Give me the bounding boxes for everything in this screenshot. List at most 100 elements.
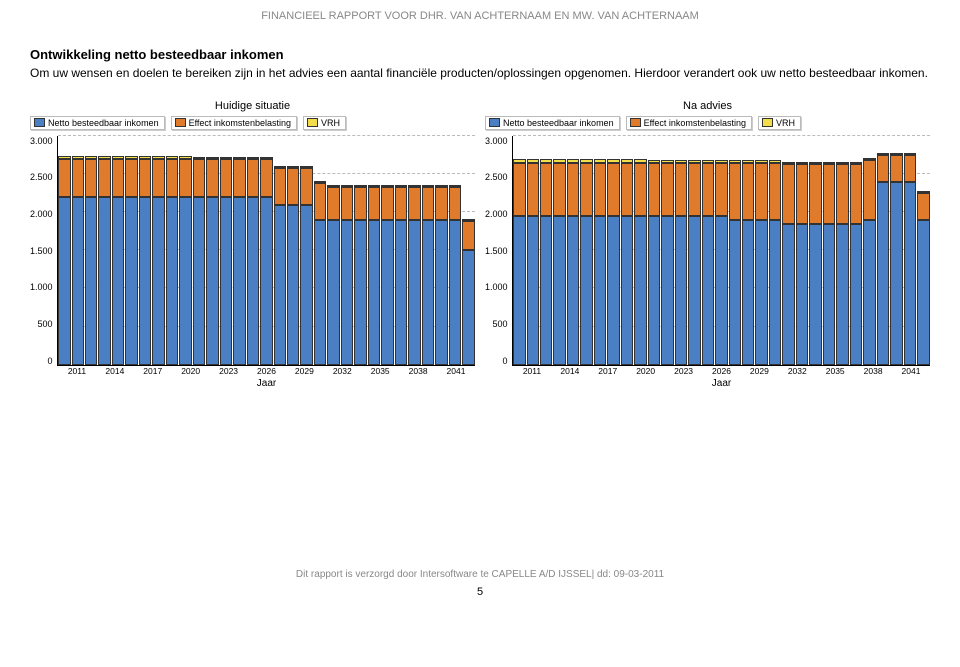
bar: [192, 136, 205, 365]
legend: Netto besteedbaar inkomen Effect inkomste…: [30, 116, 475, 130]
seg-netto: [58, 197, 70, 365]
seg-netto: [381, 220, 393, 365]
y-axis: 05001.0001.5002.0002.5003.000: [30, 136, 57, 366]
y-tick: 2.500: [30, 172, 53, 182]
x-tick: 2014: [551, 366, 589, 376]
x-axis: 2011201420172020202320262029203220352038…: [513, 366, 930, 376]
plot-wrap: 05001.0001.5002.0002.5003.000: [30, 136, 475, 366]
seg-netto: [462, 250, 474, 365]
bar: [661, 136, 674, 365]
seg-effect: [125, 159, 137, 197]
x-tick: 2035: [816, 366, 854, 376]
bar: [863, 136, 876, 365]
bar: [138, 136, 151, 365]
legend-swatch: [489, 118, 500, 127]
seg-effect: [462, 221, 474, 250]
seg-effect: [715, 163, 727, 216]
x-tick: 2023: [665, 366, 703, 376]
bar: [634, 136, 647, 365]
legend-item: Effect inkomstenbelasting: [171, 116, 297, 130]
legend-label: Effect inkomstenbelasting: [189, 118, 291, 128]
seg-effect: [300, 168, 312, 205]
bars-container: [58, 136, 475, 365]
seg-netto: [796, 224, 808, 365]
seg-netto: [675, 216, 687, 365]
seg-netto: [850, 224, 862, 365]
seg-netto: [729, 220, 741, 365]
bar: [836, 136, 849, 365]
seg-effect: [836, 164, 848, 224]
seg-effect: [408, 187, 420, 220]
plot-area: [512, 136, 930, 366]
bar: [354, 136, 367, 365]
seg-netto: [300, 205, 312, 365]
seg-effect: [233, 159, 245, 197]
y-tick: 1.000: [485, 282, 508, 292]
bars-container: [513, 136, 930, 365]
legend-swatch: [34, 118, 45, 127]
seg-netto: [715, 216, 727, 365]
legend-label: Netto besteedbaar inkomen: [48, 118, 159, 128]
seg-netto: [125, 197, 137, 365]
bar: [755, 136, 768, 365]
bar: [513, 136, 526, 365]
y-tick: 500: [30, 319, 53, 329]
page-footer: Dit rapport is verzorgd door Intersoftwa…: [30, 569, 930, 598]
bar: [233, 136, 246, 365]
seg-netto: [634, 216, 646, 365]
seg-netto: [890, 182, 902, 365]
bar: [742, 136, 755, 365]
bar: [179, 136, 192, 365]
seg-netto: [702, 216, 714, 365]
bar: [795, 136, 808, 365]
legend-item: Netto besteedbaar inkomen: [485, 116, 620, 130]
seg-netto: [917, 220, 929, 365]
seg-effect: [540, 163, 552, 216]
bar: [246, 136, 259, 365]
chart-panel-0: Huidige situatieNetto besteedbaar inkome…: [30, 100, 475, 389]
seg-effect: [220, 159, 232, 197]
seg-netto: [422, 220, 434, 365]
y-axis: 05001.0001.5002.0002.5003.000: [485, 136, 512, 366]
seg-netto: [193, 197, 205, 365]
legend-item: Effect inkomstenbelasting: [626, 116, 752, 130]
chart-panel-1: Na advies Netto besteedbaar inkomen Effect…: [485, 100, 930, 389]
y-tick: 0: [485, 356, 508, 366]
seg-netto: [220, 197, 232, 365]
seg-netto: [368, 220, 380, 365]
bar: [287, 136, 300, 365]
x-tick: 2029: [740, 366, 778, 376]
x-axis-label: Jaar: [58, 378, 475, 389]
bar: [876, 136, 889, 365]
seg-netto: [341, 220, 353, 365]
seg-effect: [72, 159, 84, 197]
chart-title: Na advies: [485, 100, 930, 112]
y-tick: 2.500: [485, 172, 508, 182]
seg-netto: [648, 216, 660, 365]
seg-netto: [166, 197, 178, 365]
seg-effect: [527, 163, 539, 216]
seg-netto: [527, 216, 539, 365]
bar: [98, 136, 111, 365]
seg-effect: [769, 163, 781, 220]
seg-effect: [580, 163, 592, 216]
seg-effect: [513, 163, 525, 216]
bar: [273, 136, 286, 365]
bar: [607, 136, 620, 365]
seg-effect: [449, 187, 461, 220]
bar: [539, 136, 552, 365]
legend-item: VRH: [303, 116, 346, 130]
x-tick: 2035: [361, 366, 399, 376]
x-tick: 2032: [323, 366, 361, 376]
y-tick: 500: [485, 319, 508, 329]
bar: [367, 136, 380, 365]
seg-netto: [607, 216, 619, 365]
seg-netto: [139, 197, 151, 365]
seg-netto: [260, 197, 272, 365]
seg-netto: [98, 197, 110, 365]
seg-effect: [435, 187, 447, 220]
bar: [206, 136, 219, 365]
seg-effect: [354, 187, 366, 220]
seg-effect: [675, 163, 687, 216]
seg-effect: [85, 159, 97, 197]
